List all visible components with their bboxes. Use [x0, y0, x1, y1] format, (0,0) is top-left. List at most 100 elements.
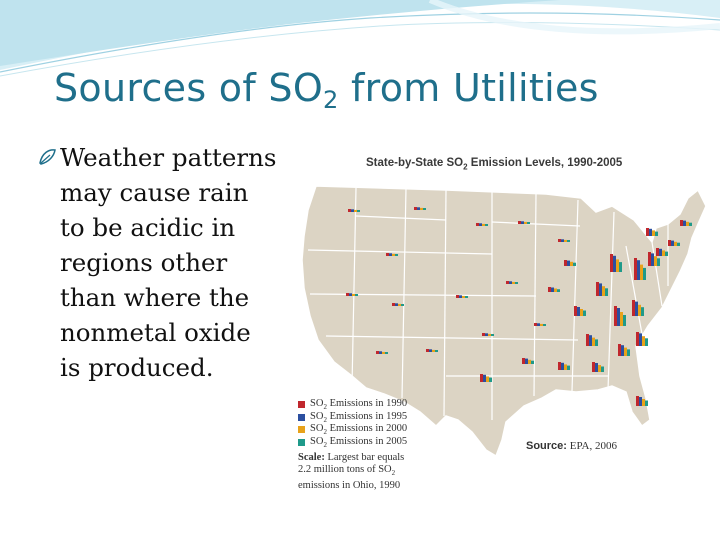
- state-emission-bar: [435, 350, 438, 352]
- state-emission-bar: [564, 239, 567, 242]
- state-emission-bar: [465, 296, 468, 298]
- legend-2000-post: Emissions in 2000: [326, 423, 408, 434]
- state-emission-bar: [395, 303, 398, 306]
- state-emission-bar: [352, 293, 355, 296]
- slide-title: Sources of SO2 from Utilities: [54, 66, 599, 114]
- state-emission-bar-group: [648, 252, 660, 266]
- state-emission-bar: [527, 222, 530, 224]
- state-emission-bar: [638, 304, 641, 316]
- state-emission-bar: [462, 295, 465, 298]
- legend-1995-post: Emissions in 1995: [326, 410, 408, 422]
- bullet-line-3: to be acidic in: [60, 213, 236, 242]
- state-emission-bar: [543, 324, 546, 326]
- state-emission-bar: [483, 374, 486, 382]
- state-emission-bar: [515, 282, 518, 284]
- legend-1990-post: Emissions in 1990: [326, 398, 408, 409]
- state-emission-bar: [548, 287, 551, 292]
- state-emission-bar-group: [392, 303, 404, 306]
- bullet-line-5: than where the: [60, 283, 250, 312]
- state-emission-bar: [482, 333, 485, 336]
- bullet-line-1: Weather patterns: [60, 143, 277, 172]
- state-emission-bar-group: [426, 349, 438, 352]
- state-emission-bar: [646, 228, 649, 236]
- state-emission-bar-group: [480, 374, 492, 382]
- state-emission-bar: [655, 231, 658, 236]
- state-emission-bar-group: [558, 239, 570, 242]
- state-emission-bar: [485, 333, 488, 336]
- state-emission-bar: [642, 399, 645, 406]
- state-emission-bar: [640, 264, 643, 280]
- state-emission-bar: [605, 288, 608, 296]
- state-emission-bar: [561, 362, 564, 370]
- state-emission-bar-group: [632, 300, 644, 316]
- state-border-line: [351, 187, 357, 387]
- state-emission-bar: [564, 364, 567, 370]
- state-emission-bar: [521, 221, 524, 224]
- legend-item-2000: SO2 Emissions in 2000: [298, 423, 407, 436]
- state-emission-bar: [645, 338, 648, 346]
- state-emission-bar: [524, 221, 527, 224]
- source-text: EPA, 2006: [566, 440, 617, 452]
- legend-1990-pre: SO: [310, 398, 324, 409]
- state-emission-bar: [634, 258, 637, 280]
- state-emission-bar: [598, 365, 601, 372]
- state-emission-bar-group: [592, 362, 604, 372]
- state-emission-bar: [528, 359, 531, 364]
- scale-label: Scale:: [298, 452, 325, 463]
- state-emission-bar: [649, 228, 652, 236]
- legend-2000-pre: SO: [310, 423, 324, 434]
- state-emission-bar: [558, 239, 561, 242]
- bullet-line-6: nonmetal oxide: [60, 318, 251, 347]
- bullet-line-2: may cause rain: [60, 178, 249, 207]
- bullet-line-7: is produced.: [60, 353, 214, 382]
- scale-line-2: 2.2 million tons of SO: [298, 464, 392, 476]
- legend-swatch-2000: [298, 426, 305, 433]
- state-emission-bar: [537, 323, 540, 326]
- state-emission-bar: [573, 262, 576, 266]
- state-emission-bar: [401, 304, 404, 306]
- state-border-line: [307, 249, 493, 255]
- state-emission-bar: [662, 250, 665, 256]
- slide-title-subscript: 2: [323, 86, 339, 114]
- state-emission-bar-group: [348, 209, 360, 212]
- state-emission-bar: [476, 223, 479, 226]
- state-emission-bar-group: [610, 254, 622, 272]
- state-emission-bar-group: [482, 333, 494, 336]
- us-map: [301, 185, 707, 458]
- legend-1995-sub: 2: [323, 415, 327, 424]
- state-emission-bar: [551, 287, 554, 292]
- state-emission-bar: [642, 336, 645, 346]
- state-emission-bar-group: [376, 351, 388, 354]
- state-emission-bar: [637, 260, 640, 280]
- state-emission-bar: [674, 241, 677, 246]
- state-emission-bar-group: [668, 240, 680, 246]
- state-emission-bar-group: [564, 260, 576, 266]
- state-emission-bar: [643, 267, 646, 280]
- state-emission-bar: [580, 309, 583, 316]
- state-emission-bar: [656, 248, 659, 256]
- state-emission-bar: [512, 281, 515, 284]
- state-emission-bar: [554, 288, 557, 292]
- state-emission-bar: [601, 366, 604, 372]
- state-emission-bar: [586, 334, 589, 346]
- figure-title-part1: State-by-State SO: [366, 157, 464, 169]
- figure-title-part2: Emission Levels, 1990-2005: [467, 157, 623, 169]
- state-emission-bar: [620, 312, 623, 326]
- state-emission-bar-group: [534, 323, 546, 326]
- state-emission-bar: [486, 376, 489, 382]
- state-emission-bar-group: [386, 253, 398, 256]
- state-emission-bar: [389, 253, 392, 256]
- state-emission-bar: [488, 333, 491, 336]
- legend-2005-sub: 2: [323, 440, 327, 449]
- state-emission-bar: [456, 295, 459, 298]
- state-emission-bar: [567, 260, 570, 266]
- state-emission-bar: [480, 374, 483, 382]
- state-emission-bar: [689, 222, 692, 226]
- state-emission-bar-group: [646, 228, 658, 236]
- state-emission-bar: [385, 352, 388, 354]
- state-emission-bar-group: [586, 334, 598, 346]
- legend-swatch-1995: [298, 413, 305, 421]
- state-emission-bar-group: [522, 358, 534, 364]
- state-emission-bar: [618, 344, 621, 356]
- state-border-line: [533, 193, 537, 397]
